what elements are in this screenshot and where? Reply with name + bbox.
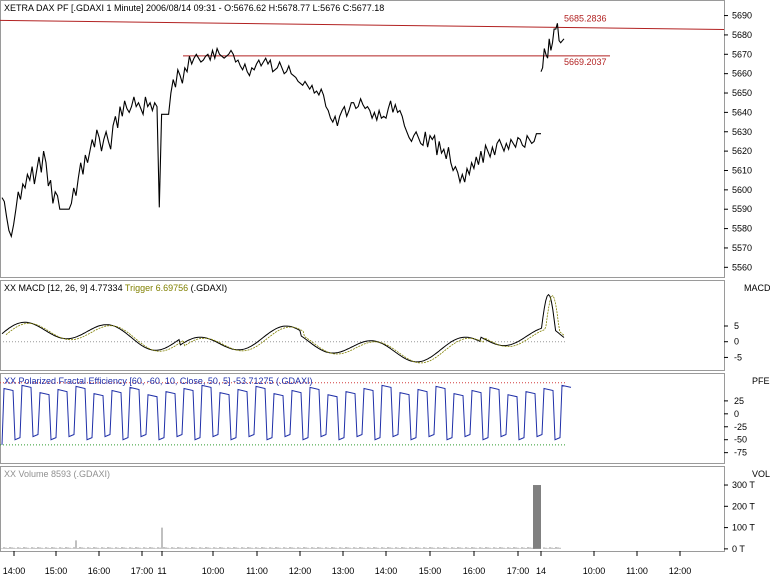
x-tick-label: 10:00 [583, 566, 606, 576]
price-y-tick-label: 5620 [732, 146, 752, 156]
price-y-tick-label: 5570 [732, 243, 752, 253]
price-y-tick-label: 5560 [732, 262, 752, 272]
macd-axis-title: MACD [744, 283, 770, 293]
x-tick-label: 12:00 [289, 566, 312, 576]
pfe-y-tick-label: -25 [734, 422, 747, 432]
macd-trigger-line [5, 295, 565, 364]
x-tick-label: 11 [157, 566, 166, 576]
price-y-tick-label: 5590 [732, 204, 752, 214]
x-tick-label: 11:00 [626, 566, 648, 576]
x-tick-label: 12:00 [669, 566, 692, 576]
price-y-tick-label: 5640 [732, 107, 752, 117]
price-y-tick-label: 5660 [732, 69, 752, 79]
annotation-label: 5685.2836 [564, 14, 607, 24]
price-y-tick-label: 5690 [732, 11, 752, 21]
price-y-tick-label: 5650 [732, 88, 752, 98]
volume-panel [0, 466, 725, 552]
x-tick-label: 16:00 [463, 566, 486, 576]
price-y-tick-label: 5580 [732, 224, 752, 234]
x-tick-label: 14:00 [375, 566, 398, 576]
x-tick-label: 10:00 [202, 566, 225, 576]
volume-axis-title: VOL [752, 469, 770, 479]
volume-y-tick-label: 200 T [732, 501, 755, 511]
volume-y-tick-label: 100 T [732, 523, 755, 533]
pfe-y-tick-label: 25 [734, 396, 744, 406]
pfe-label: XX Polarized Fractal Efficiency [60, -60… [4, 376, 312, 386]
macd-line [1, 293, 565, 363]
volume-bar-opening [533, 485, 541, 549]
macd-y-tick-label: -5 [734, 352, 742, 362]
price-y-tick-label: 5680 [732, 30, 752, 40]
x-tick-label: 15:00 [45, 566, 68, 576]
price-title: XETRA DAX PF [.GDAXI 1 Minute] 2006/08/1… [4, 3, 384, 13]
price-line-day2 [540, 23, 565, 72]
price-y-tick-label: 5670 [732, 49, 752, 59]
pfe-axis-title: PFE [752, 376, 770, 386]
price-y-tick-label: 5610 [732, 165, 752, 175]
macd-y-tick-label: 0 [734, 337, 739, 347]
x-tick-label: 17:00 [507, 566, 530, 576]
x-tick-label: 17:00 [131, 566, 154, 576]
x-tick-label: 15:00 [419, 566, 442, 576]
volume-y-tick-label: 300 T [732, 480, 755, 490]
x-tick-label: 13:00 [332, 566, 355, 576]
pfe-y-tick-label: 0 [734, 409, 739, 419]
volume-y-tick-label: 0 T [732, 544, 745, 554]
x-tick-label: 14 [536, 566, 546, 576]
price-line-day1 [1, 46, 541, 239]
annotation-label: 5669.2037 [564, 57, 607, 67]
pfe-line [1, 384, 572, 445]
pfe-y-tick-label: -50 [734, 435, 747, 445]
pfe-y-tick-label: -75 [734, 448, 747, 458]
price-y-tick-label: 5600 [732, 185, 752, 195]
x-tick-label: 16:00 [88, 566, 111, 576]
macd-panel [0, 280, 725, 371]
macd-label: XX MACD [12, 26, 9] 4.77334 Trigger 6.69… [4, 283, 227, 293]
volume-label: XX Volume 8593 (.GDAXI) [4, 469, 110, 479]
x-tick-label: 11:00 [246, 566, 268, 576]
macd-y-tick-label: 5 [734, 321, 739, 331]
price-y-tick-label: 5630 [732, 127, 752, 137]
resistance-line-upper [0, 19, 725, 30]
x-tick-label: 14:00 [3, 566, 26, 576]
price-panel [0, 0, 725, 278]
